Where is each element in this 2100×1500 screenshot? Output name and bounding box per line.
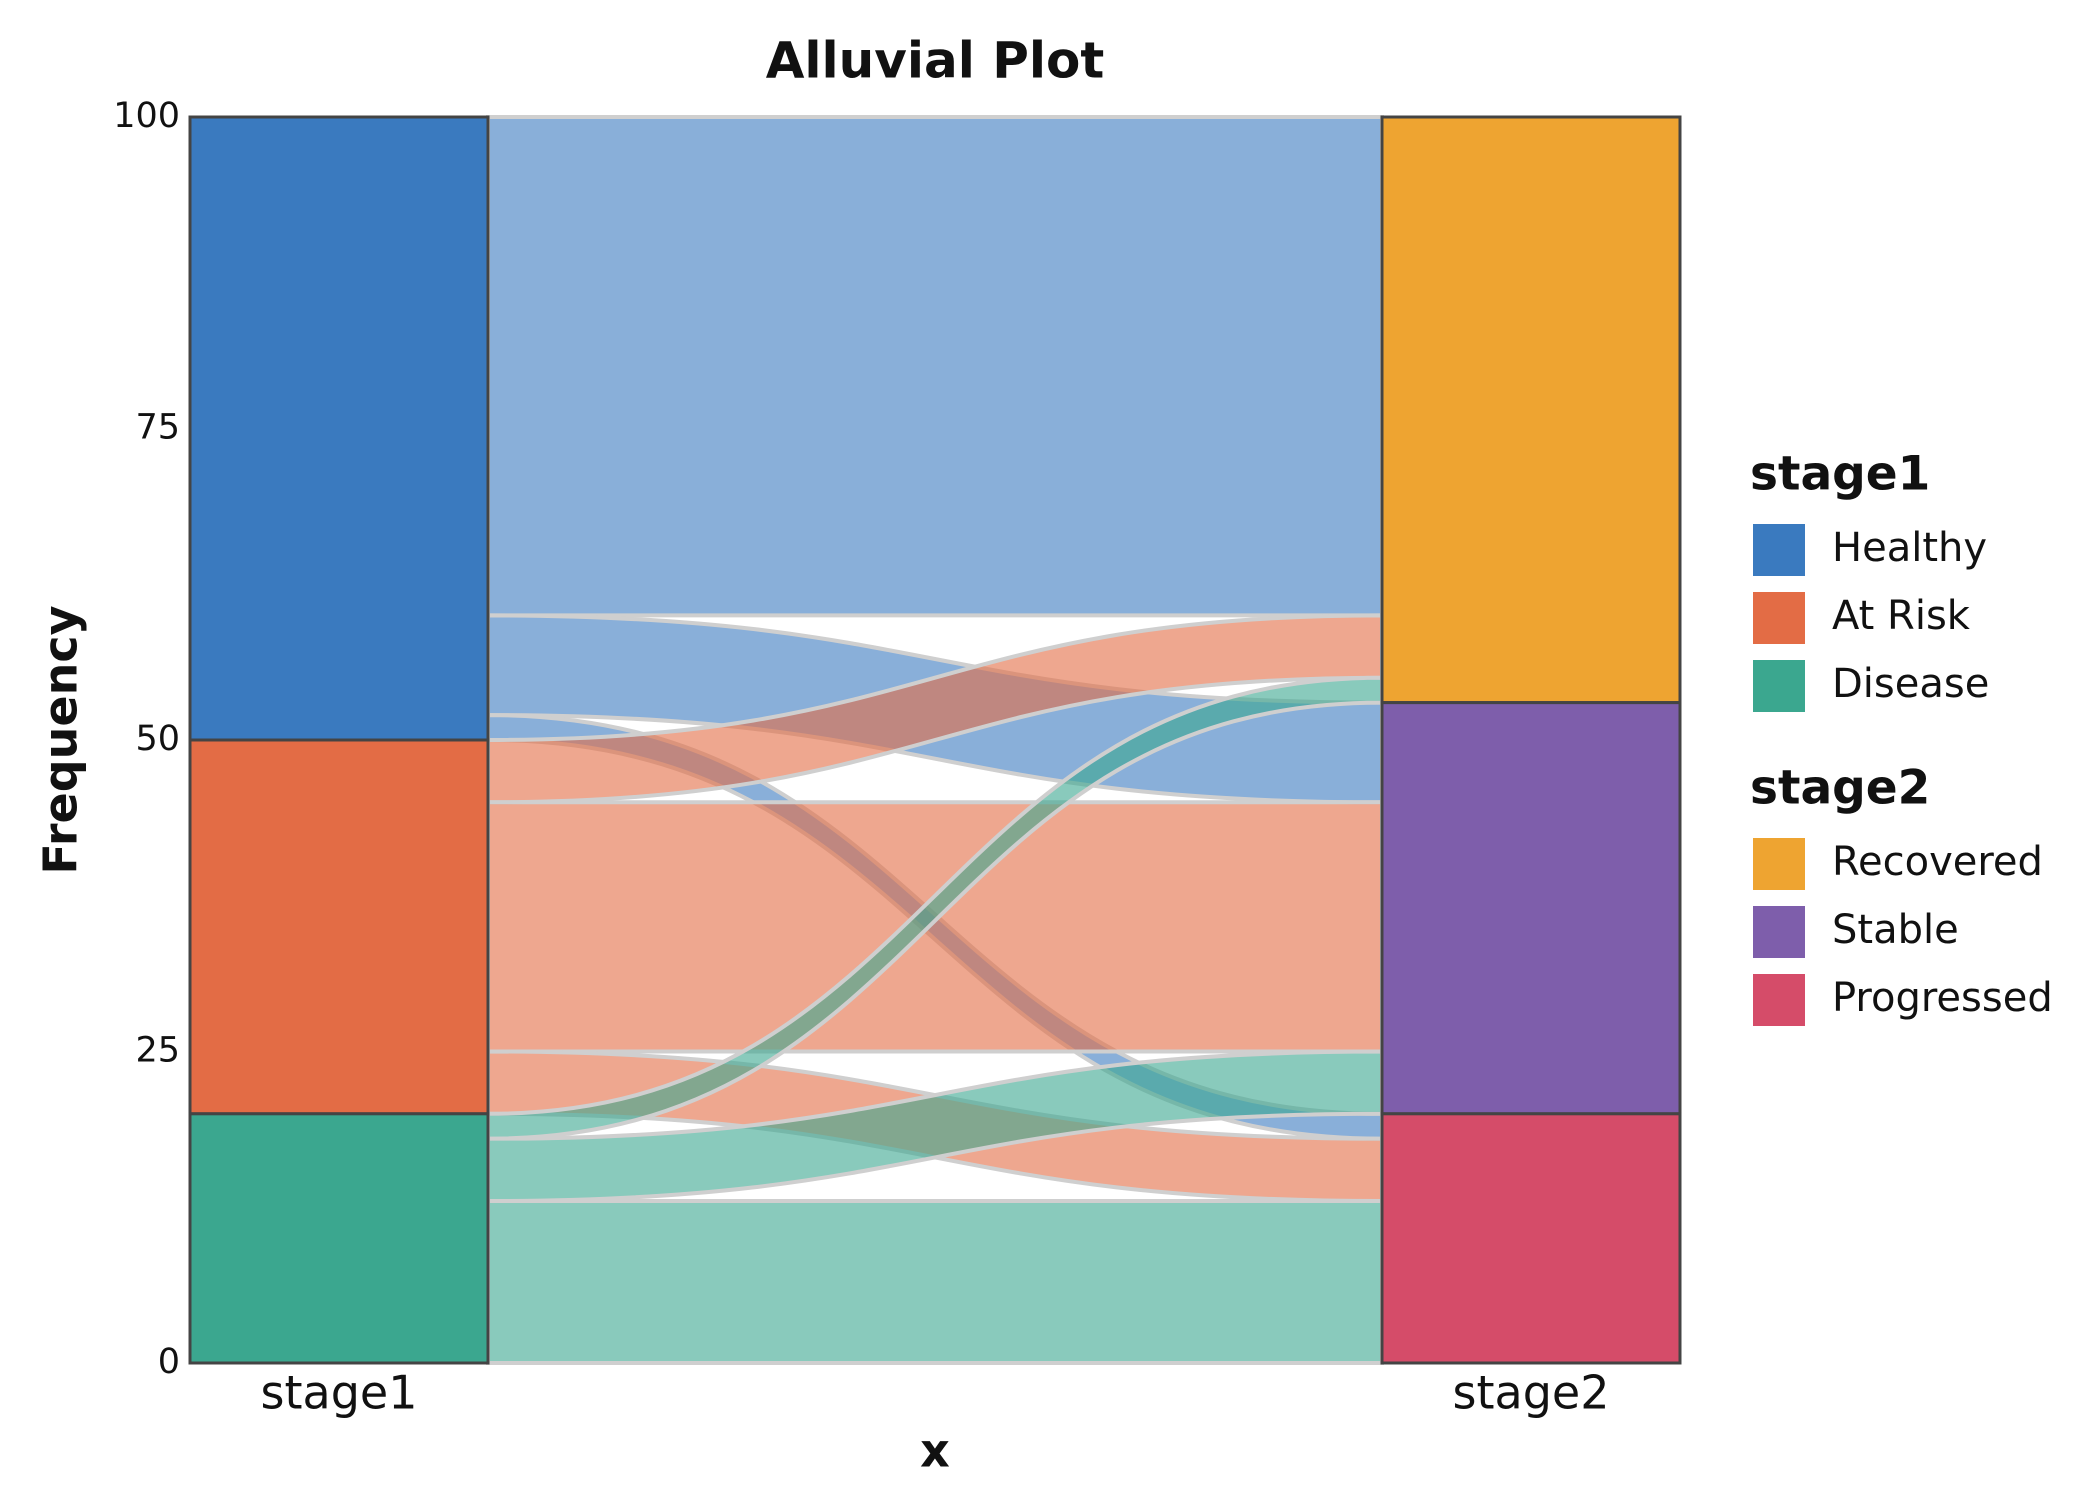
stratum [1380, 115, 1682, 705]
stratum [188, 1112, 490, 1365]
legend-key [1753, 660, 1805, 712]
legend-label: Recovered [1832, 839, 2043, 885]
legend-title: stage1 [1750, 447, 1930, 502]
flow [486, 1199, 1384, 1366]
stratum [1380, 701, 1682, 1116]
chart-title: Alluvial Plot [766, 32, 1105, 90]
legend-label: Progressed [1832, 975, 2053, 1021]
x-tick-label: stage1 [261, 1366, 418, 1420]
legend-label: Healthy [1832, 525, 1987, 571]
y-axis-title: Frequency [34, 605, 88, 874]
legend-key [1753, 974, 1805, 1026]
legend-key [1753, 906, 1805, 958]
legend-label: At Risk [1832, 593, 1971, 639]
legend-label: Stable [1832, 907, 1959, 953]
y-tick-label: 50 [135, 719, 180, 759]
stratum [188, 738, 490, 1116]
legend-key [1753, 524, 1805, 576]
x-axis-title: x [920, 1424, 950, 1478]
stratum [188, 115, 490, 742]
y-tick-label: 100 [113, 96, 180, 136]
y-tick-label: 0 [158, 1342, 180, 1382]
y-tick-label: 75 [135, 408, 180, 448]
legend-label: Disease [1832, 661, 1989, 707]
x-tick-label: stage2 [1453, 1366, 1610, 1420]
flow [486, 114, 1384, 618]
stratum [1380, 1112, 1682, 1365]
flow [486, 800, 1384, 1054]
legend-key [1753, 592, 1805, 644]
y-tick-label: 25 [135, 1031, 180, 1071]
legend-title: stage2 [1750, 761, 1930, 816]
legend-key [1753, 838, 1805, 890]
